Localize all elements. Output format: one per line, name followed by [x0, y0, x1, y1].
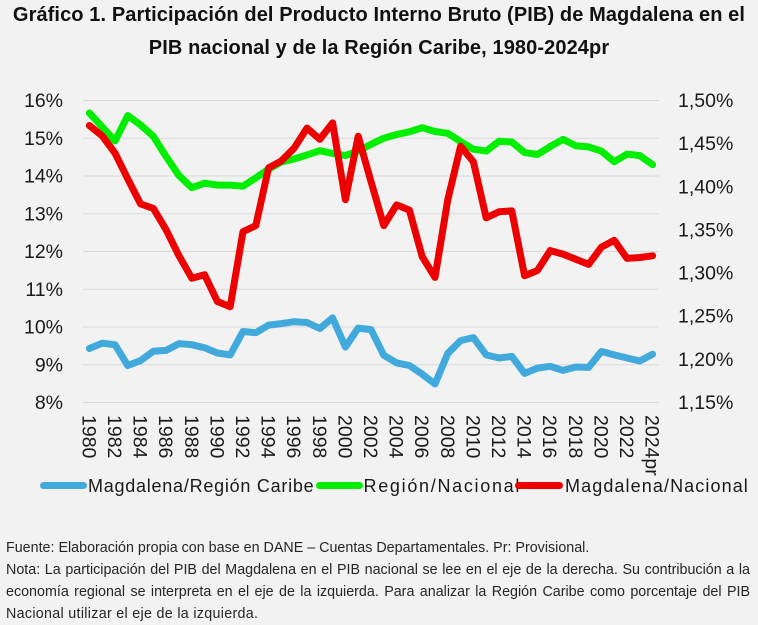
- svg-text:1,15%: 1,15%: [678, 392, 733, 414]
- svg-text:2012: 2012: [487, 415, 509, 458]
- svg-text:2020: 2020: [589, 415, 611, 459]
- svg-text:14%: 14%: [24, 166, 63, 188]
- svg-text:2022: 2022: [615, 415, 637, 458]
- svg-text:1,50%: 1,50%: [678, 90, 733, 112]
- svg-text:2002: 2002: [359, 415, 381, 458]
- svg-text:1996: 1996: [282, 415, 304, 458]
- svg-text:2016: 2016: [538, 415, 560, 458]
- svg-text:1982: 1982: [103, 415, 125, 458]
- svg-text:2024pr: 2024pr: [641, 415, 663, 476]
- svg-text:1,25%: 1,25%: [678, 306, 733, 328]
- svg-text:1,20%: 1,20%: [678, 349, 733, 371]
- svg-text:2000: 2000: [333, 415, 355, 459]
- svg-text:11%: 11%: [25, 279, 63, 301]
- svg-text:1988: 1988: [180, 415, 202, 458]
- svg-text:1,35%: 1,35%: [678, 219, 733, 241]
- svg-text:10%: 10%: [24, 317, 63, 339]
- svg-text:1992: 1992: [231, 415, 253, 458]
- svg-text:2008: 2008: [436, 415, 458, 458]
- svg-text:9%: 9%: [35, 354, 63, 376]
- svg-text:13%: 13%: [24, 203, 63, 225]
- svg-text:1,45%: 1,45%: [678, 133, 733, 155]
- svg-text:2014: 2014: [513, 415, 535, 459]
- svg-text:1,40%: 1,40%: [678, 176, 733, 198]
- svg-text:2006: 2006: [410, 415, 432, 458]
- svg-text:1994: 1994: [257, 415, 279, 459]
- svg-text:12%: 12%: [24, 241, 63, 263]
- svg-text:1990: 1990: [205, 415, 227, 459]
- svg-text:1986: 1986: [154, 415, 176, 458]
- svg-text:1980: 1980: [77, 415, 99, 459]
- svg-text:1,30%: 1,30%: [678, 263, 733, 285]
- svg-text:16%: 16%: [24, 90, 63, 112]
- svg-text:15%: 15%: [24, 128, 63, 150]
- svg-text:1998: 1998: [308, 415, 330, 458]
- svg-text:8%: 8%: [35, 392, 63, 414]
- svg-text:2018: 2018: [564, 415, 586, 458]
- svg-text:2004: 2004: [385, 415, 407, 459]
- svg-text:1984: 1984: [129, 415, 151, 459]
- svg-text:2010: 2010: [461, 415, 483, 459]
